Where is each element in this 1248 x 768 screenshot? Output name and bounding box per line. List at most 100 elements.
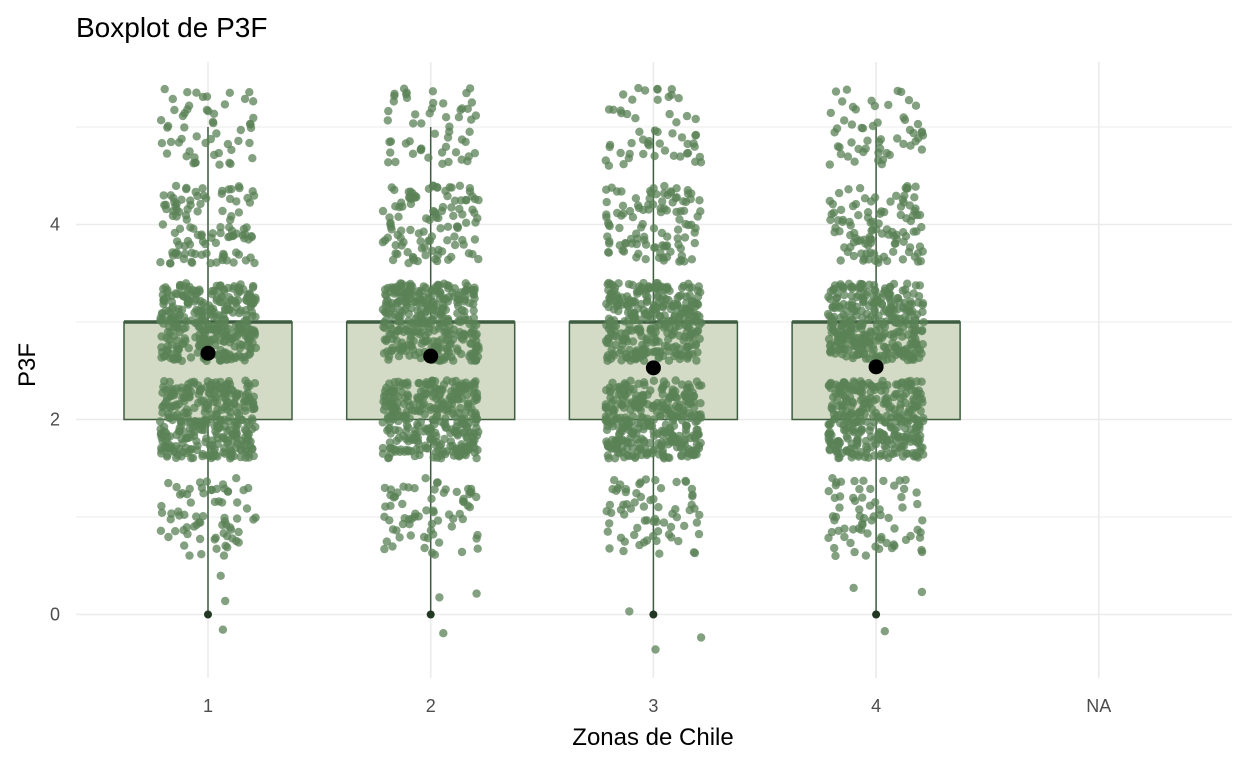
jitter-point [884, 100, 893, 110]
jitter-point [605, 142, 614, 152]
jitter-point [859, 297, 868, 306]
jitter-point [631, 194, 641, 203]
jitter-point [646, 496, 655, 505]
jitter-point [878, 155, 888, 164]
jitter-point [627, 428, 636, 437]
jitter-point [856, 395, 866, 405]
jitter-point [826, 438, 836, 447]
jitter-point [456, 403, 465, 413]
jitter-point [847, 408, 856, 418]
jitter-point [388, 387, 397, 396]
jitter-point [419, 532, 429, 542]
jitter-point [391, 241, 400, 250]
jitter-point [866, 248, 875, 257]
jitter-point [389, 415, 398, 424]
jitter-point [879, 476, 888, 486]
jitter-point [160, 84, 169, 94]
jitter-point [907, 355, 916, 364]
jitter-point [413, 433, 422, 442]
jitter-point [636, 223, 646, 232]
jitter-point [627, 311, 636, 321]
jitter-point [652, 407, 662, 416]
jitter-point [166, 191, 175, 200]
jitter-point [604, 248, 613, 257]
jitter-point [195, 334, 205, 344]
jitter-point [462, 432, 471, 442]
jitter-point [170, 228, 180, 238]
jitter-point [602, 210, 611, 219]
jitter-point [663, 232, 672, 241]
jitter-point [615, 449, 624, 458]
jitter-point [177, 452, 186, 461]
jitter-point [839, 412, 849, 421]
jitter-point [670, 351, 679, 361]
jitter-point [850, 228, 859, 238]
jitter-point [695, 196, 704, 205]
jitter-point [380, 236, 390, 245]
jitter-point [688, 492, 697, 501]
jitter-point [666, 522, 676, 532]
jitter-point [881, 418, 890, 427]
jitter-point [906, 216, 916, 226]
jitter-point [166, 317, 175, 326]
jitter-point [911, 137, 920, 146]
jitter-point [202, 105, 212, 115]
jitter-point [472, 395, 481, 404]
jitter-point [398, 202, 407, 211]
jitter-point [196, 296, 205, 306]
jitter-point [911, 204, 920, 213]
jitter-point [447, 183, 456, 192]
jitter-point [627, 398, 636, 407]
jitter-point [192, 132, 201, 141]
jitter-point [184, 101, 194, 110]
jitter-point [855, 407, 864, 416]
jitter-point [673, 438, 683, 447]
jitter-point [430, 550, 440, 559]
jitter-point [250, 379, 260, 388]
jitter-point [874, 544, 884, 554]
jitter-point [233, 296, 243, 305]
jitter-point [675, 215, 684, 224]
jitter-point [673, 234, 682, 243]
jitter-point [465, 184, 475, 193]
jitter-point [225, 88, 234, 98]
jitter-point [884, 513, 893, 523]
jitter-point [915, 393, 924, 402]
jitter-point [419, 386, 429, 395]
jitter-point [385, 444, 394, 453]
jitter-point [687, 255, 697, 264]
jitter-point [452, 487, 461, 497]
jitter-point [394, 212, 403, 221]
jitter-point [409, 336, 418, 346]
jitter-point [215, 281, 225, 291]
jitter-point [233, 498, 242, 507]
jitter-point [413, 420, 422, 429]
jitter-point [241, 453, 250, 462]
jitter-point [388, 255, 398, 265]
jitter-point [866, 218, 875, 227]
jitter-point [247, 414, 257, 423]
jitter-point [201, 138, 210, 148]
jitter-point [913, 249, 923, 258]
jitter-point [835, 401, 844, 411]
jitter-point [626, 385, 635, 394]
jitter-point [659, 452, 668, 462]
jitter-point [906, 376, 915, 386]
jitter-point [915, 533, 925, 542]
jitter-point [181, 323, 190, 332]
jitter-point [157, 508, 167, 517]
outlier-point [426, 610, 435, 619]
jitter-point [905, 405, 914, 415]
jitter-point [917, 547, 927, 557]
jitter-point [172, 482, 181, 492]
jitter-point [880, 350, 889, 360]
jitter-point [915, 242, 925, 251]
jitter-point [691, 224, 700, 233]
jitter-point [671, 376, 680, 385]
jitter-point [202, 311, 211, 320]
jitter-point [200, 415, 209, 425]
jitter-point [898, 286, 907, 295]
jitter-point [850, 476, 859, 486]
jitter-point [416, 237, 425, 246]
jitter-point [190, 297, 199, 306]
